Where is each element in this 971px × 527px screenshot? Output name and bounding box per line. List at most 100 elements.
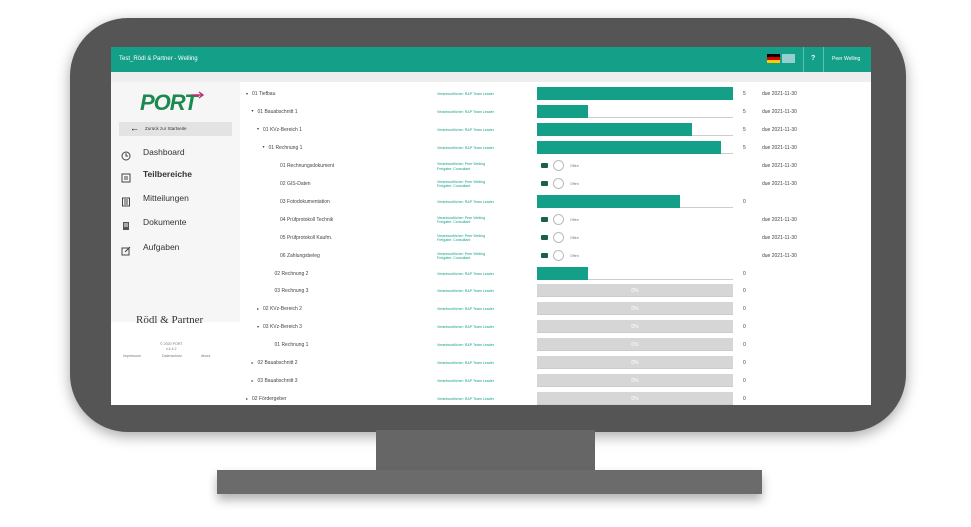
tree-toggle[interactable]: ▸ — [246, 395, 249, 401]
tree-label[interactable]: 02 Bauabschnitt 2 — [257, 360, 298, 367]
due-date: due 2021-11-30 — [762, 216, 797, 223]
toolbar-band — [111, 72, 871, 82]
status-circle[interactable] — [553, 159, 564, 171]
divider — [823, 47, 824, 72]
status-circle[interactable] — [553, 213, 564, 225]
due-date: due 2021-11-30 — [762, 144, 797, 151]
tree-label[interactable]: 02 Rechnung 2 — [274, 270, 309, 277]
tree-label[interactable]: 04 Prüfprotokoll Technik — [280, 216, 334, 223]
status-circle[interactable] — [553, 177, 564, 189]
progress-bar — [537, 104, 588, 118]
menu-item[interactable]: Mitteilungen — [143, 193, 189, 203]
back-button[interactable]: ← Zurück zur Startseite — [119, 122, 232, 136]
tree-label[interactable]: 03 Fotodokumentation — [280, 198, 330, 205]
tree-label[interactable]: 02 GIS-Daten — [280, 180, 311, 187]
menu-item[interactable]: Dokumente — [143, 217, 187, 227]
responsible: Freigabe: Consultant — [437, 256, 471, 261]
status-icon[interactable] — [541, 216, 548, 222]
logo-arrow — [191, 91, 205, 99]
count: 0 — [743, 360, 746, 367]
responsible: Verantwortlicher: Peer Welling — [437, 216, 486, 221]
footer-link[interactable]: Impressum — [123, 354, 141, 358]
count: 0 — [743, 270, 746, 277]
progress-track — [537, 338, 733, 352]
menu-icon — [121, 148, 131, 161]
progress-label: 0% — [631, 360, 639, 367]
tree-label[interactable]: 01 KVz-Bereich 1 — [263, 126, 302, 133]
tree-label[interactable]: 03 Rechnung 3 — [274, 288, 309, 295]
progress-bar — [537, 122, 692, 136]
flag-en[interactable] — [782, 54, 795, 63]
due-date: due 2021-11-30 — [762, 180, 797, 187]
responsible: Verantwortlicher: R&P Team Leader — [437, 379, 494, 384]
progress-track — [537, 284, 733, 298]
responsible: Verantwortlicher: R&P Team Leader — [437, 397, 494, 402]
back-label: Zurück zur Startseite — [145, 126, 187, 131]
brand: Rödl & Partner — [136, 314, 204, 326]
tree-label[interactable]: 01 Tiefbau — [252, 91, 276, 97]
tree-toggle[interactable]: ▾ — [246, 90, 249, 96]
sidebar: PORT ← Zurück zur Startseite Dashboard Te… — [111, 82, 240, 358]
progress-label: 0% — [631, 306, 639, 313]
tree-label[interactable]: 02 Fördergeber — [252, 396, 287, 403]
responsible: Verantwortlicher: Peer Welling — [437, 234, 486, 239]
tree-label[interactable]: 01 Rechnung 1 — [274, 342, 309, 349]
tree-label[interactable]: 06 Zahlungsbeleg — [280, 252, 320, 259]
tree-toggle[interactable]: ▾ — [251, 108, 254, 114]
progress-track — [537, 374, 733, 388]
footer-link[interactable]: About — [201, 354, 211, 358]
menu-item[interactable]: Dashboard — [143, 147, 185, 157]
tree-label[interactable]: 03 Bauabschnitt 3 — [257, 378, 298, 385]
menu-icon — [121, 218, 131, 230]
responsible: Verantwortlicher: R&P Team Leader — [437, 307, 494, 312]
status-circle[interactable] — [553, 249, 564, 261]
responsible: Verantwortlicher: R&P Team Leader — [437, 271, 494, 276]
menu-item[interactable]: Teilbereiche — [143, 169, 192, 179]
monitor-base — [217, 470, 762, 494]
count: 0 — [743, 288, 746, 295]
responsible: Freigabe: Consultant — [437, 220, 471, 225]
help-button[interactable]: ? — [811, 55, 816, 62]
menu-icon — [121, 243, 131, 256]
progress-label: 0% — [631, 324, 639, 331]
divider — [803, 47, 804, 72]
status: Offen — [570, 235, 579, 240]
responsible: Verantwortlicher: R&P Team Leader — [437, 109, 494, 114]
tree-label[interactable]: 05 Prüfprotokoll Kaufm. — [280, 234, 333, 241]
status-icon[interactable] — [541, 180, 548, 186]
tree-toggle[interactable]: ▾ — [257, 323, 260, 329]
progress-bar — [537, 266, 588, 280]
count: 0 — [743, 324, 746, 331]
status-circle[interactable] — [553, 231, 564, 243]
tree-label[interactable]: 02 KVz-Bereich 2 — [263, 306, 302, 313]
progress-label: 0% — [631, 342, 639, 349]
tree-toggle[interactable]: ▸ — [257, 305, 260, 311]
status-icon[interactable] — [541, 234, 548, 240]
tree-label[interactable]: 01 Rechnung 1 — [268, 144, 303, 151]
back-arrow: ← — [130, 123, 139, 133]
tree-toggle[interactable]: ▸ — [251, 359, 254, 365]
tree-label[interactable]: 01 Bauabschnitt 1 — [257, 108, 298, 115]
responsible: Verantwortlicher: R&P Team Leader — [437, 343, 494, 348]
flag-de[interactable] — [767, 54, 780, 63]
logo[interactable]: PORT — [140, 90, 198, 115]
status: Offen — [570, 181, 579, 186]
tree-toggle[interactable]: ▾ — [257, 126, 260, 132]
count: 0 — [743, 306, 746, 313]
responsible: Verantwortlicher: Peer Welling — [437, 180, 486, 185]
tree-toggle[interactable]: ▾ — [262, 144, 265, 150]
user-name[interactable]: Peer Welling — [832, 56, 861, 62]
menu-item[interactable]: Aufgaben — [143, 242, 180, 252]
footer-link[interactable]: Datenschutz — [162, 354, 182, 358]
tree-label[interactable]: 01 Rechnungsdokument — [280, 162, 335, 169]
tree-label[interactable]: 03 KVz-Bereich 3 — [263, 324, 302, 331]
status-icon[interactable] — [541, 252, 548, 258]
progress-bar — [537, 194, 681, 208]
tree-toggle[interactable]: ▸ — [251, 377, 254, 383]
header: Test_Rödl & Partner - Welling ? Peer Wel… — [111, 47, 871, 72]
count: 5 — [743, 108, 746, 115]
count: 5 — [743, 91, 746, 97]
count: 0 — [743, 198, 746, 205]
status-icon[interactable] — [541, 162, 548, 168]
